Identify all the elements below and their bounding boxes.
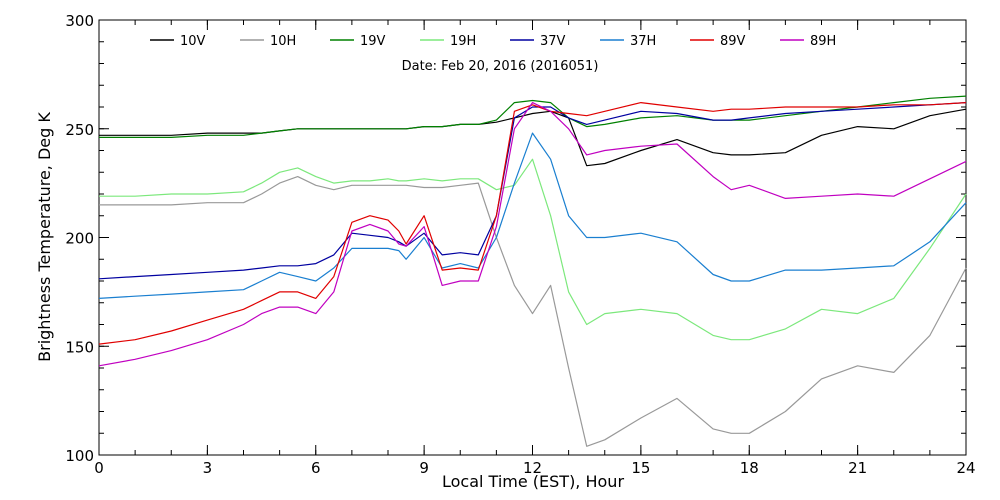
series-line-10v [99,108,967,167]
series-line-19h [99,158,967,341]
series-lines [98,95,967,447]
y-axis-title: Brightness Temperature, Deg K [35,112,54,362]
legend-label-10h: 10H [270,34,296,49]
x-tick-label: 0 [94,459,104,477]
series-line-37h [98,132,967,299]
legend-label-89h: 89H [810,34,836,49]
x-tick-label: 15 [631,459,650,477]
legend-label-10v: 10V [180,34,206,49]
y-tick-label: 150 [65,338,94,356]
x-tick-label: 3 [203,459,213,477]
chart-annotation: Date: Feb 20, 2016 (2016051) [402,59,599,74]
series-line-19v [99,95,967,138]
x-tick-label: 6 [311,459,321,477]
plot-frame [98,19,967,456]
y-tick-label: 300 [65,12,94,30]
y-tick-label: 200 [65,230,94,248]
legend: 10V 10H 19V 19H 37V 37H 89V 89H [150,34,836,49]
series-line-10h [99,176,967,447]
legend-label-37v: 37V [540,34,566,49]
legend-label-37h: 37H [630,34,656,49]
x-tick-label: 18 [740,459,759,477]
x-tick-label: 9 [419,459,429,477]
y-tick-label: 250 [65,121,94,139]
y-tick-label: 100 [65,447,94,465]
x-tick-label: 21 [848,459,867,477]
series-line-89v [98,101,967,345]
legend-label-19v: 19V [360,34,386,49]
axis-tick-labels: 0 3 6 9 12 15 18 21 24 100 150 200 250 300 [65,12,975,477]
legend-label-89v: 89V [720,34,746,49]
series-line-37v [98,102,967,280]
x-tick-label: 24 [956,459,975,477]
x-tick-label: 12 [523,459,542,477]
legend-label-19h: 19H [450,34,476,49]
axis-ticks [98,19,967,456]
x-axis-title: Local Time (EST), Hour [442,472,624,491]
series-line-89h [98,101,967,367]
